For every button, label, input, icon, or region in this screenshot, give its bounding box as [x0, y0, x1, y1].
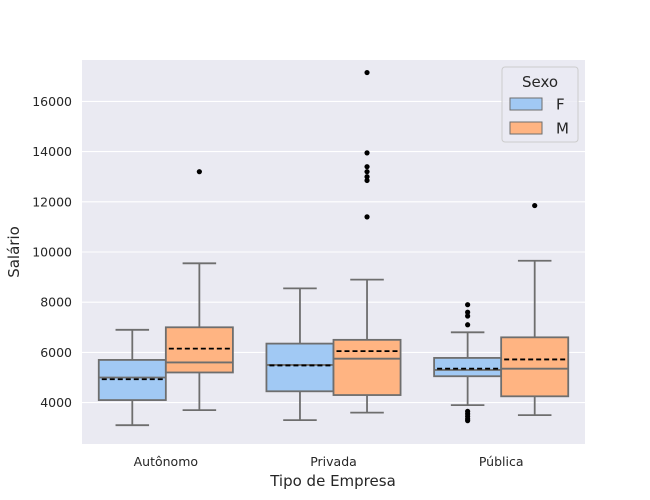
box-F-Pública	[433, 302, 503, 424]
x-tick-label: Autônomo	[134, 454, 198, 469]
legend-swatch-M	[509, 121, 543, 135]
outlier-point	[364, 214, 370, 220]
legend-swatch-F	[509, 97, 543, 111]
y-tick-labels: 4000 6000 8000 10000 12000 14000 16000	[32, 94, 72, 410]
box-F-Privada	[265, 287, 335, 422]
x-tick-labels: Autônomo Privada Pública	[134, 454, 524, 469]
x-axis-label: Tipo de Empresa	[269, 472, 396, 490]
box-M-Autônomo	[164, 169, 234, 412]
x-tick-label: Privada	[310, 454, 357, 469]
outlier-point	[196, 169, 202, 175]
y-tick-label: 10000	[32, 245, 72, 260]
box-iqr	[433, 357, 503, 378]
box-iqr	[332, 338, 402, 396]
outlier-point	[364, 177, 370, 184]
legend: Sexo FM	[501, 66, 579, 143]
y-tick-label: 16000	[32, 94, 72, 109]
y-tick-label: 6000	[40, 345, 72, 360]
box-iqr	[164, 326, 234, 374]
outlier-point	[364, 174, 370, 180]
box-iqr	[500, 336, 570, 398]
legend-label-F: F	[556, 96, 565, 114]
x-tick-label: Pública	[479, 454, 524, 469]
outlier-point	[364, 169, 370, 175]
box-M-Privada	[332, 69, 402, 414]
legend-title: Sexo	[522, 73, 558, 91]
y-tick-label: 4000	[40, 395, 72, 410]
outlier-point	[465, 322, 471, 328]
box-iqr	[265, 342, 335, 393]
box-F-Autônomo	[97, 328, 167, 427]
outlier-point	[465, 309, 471, 315]
legend-items: FM	[509, 96, 569, 138]
y-tick-label: 12000	[32, 194, 72, 209]
outlier-point	[364, 150, 370, 156]
outlier-point	[465, 302, 471, 308]
outlier-point	[532, 202, 538, 209]
outlier-point	[465, 313, 471, 319]
y-axis-label: Salário	[5, 226, 23, 278]
legend-label-M: M	[556, 120, 569, 138]
outlier-point	[364, 69, 370, 76]
outlier-point	[364, 164, 370, 170]
y-tick-label: 14000	[32, 144, 72, 159]
box-iqr	[97, 359, 167, 401]
outlier-point	[465, 418, 471, 424]
y-tick-label: 8000	[40, 295, 72, 310]
box-layer	[97, 69, 570, 427]
box-M-Pública	[500, 202, 570, 417]
